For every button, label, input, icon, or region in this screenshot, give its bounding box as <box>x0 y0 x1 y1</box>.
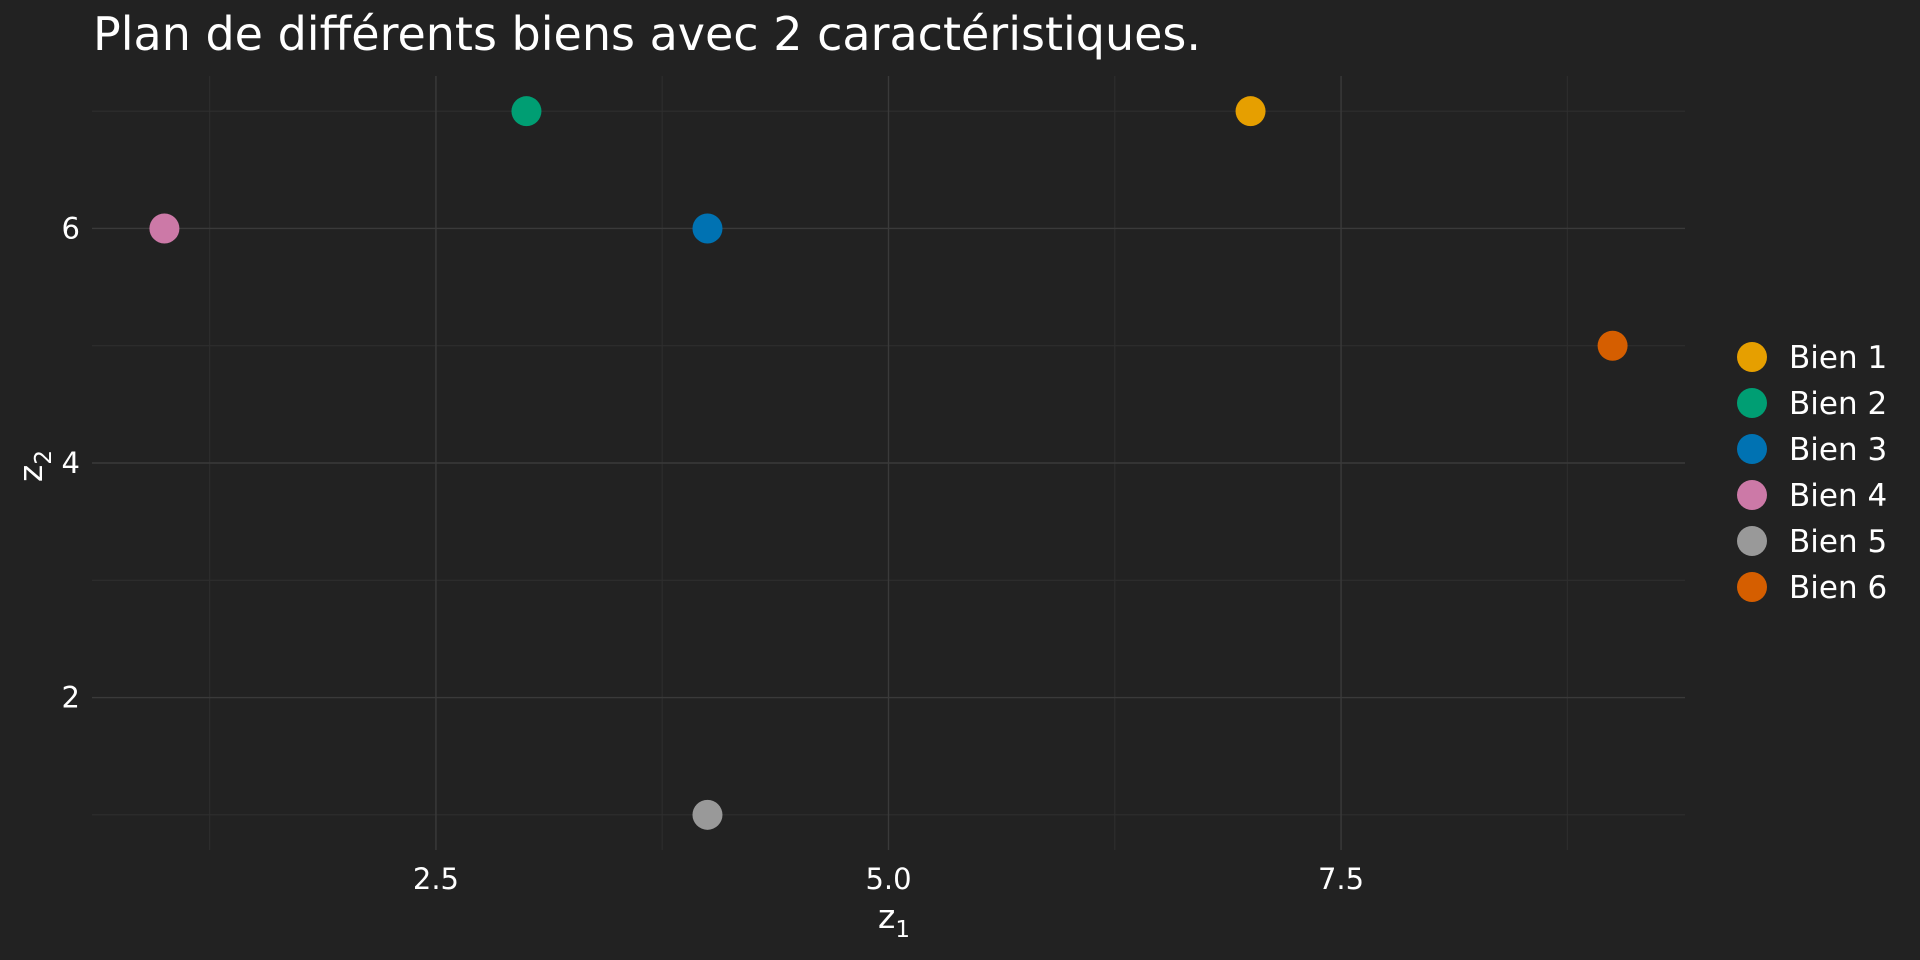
legend: Bien 1 Bien 2 Bien 3 Bien 4 Bien 5 Bien 6 <box>1737 340 1887 606</box>
legend-item: Bien 2 <box>1737 386 1887 422</box>
legend-label: Bien 6 <box>1789 570 1887 606</box>
x-axis-ticks: 2.5 5.0 7.5 <box>413 862 1364 896</box>
data-point-3 <box>692 213 723 244</box>
x-tick-label: 2.5 <box>413 862 459 896</box>
x-axis-label: z1 <box>878 897 910 943</box>
legend-label: Bien 4 <box>1789 478 1887 514</box>
y-tick-label: 2 <box>62 681 80 715</box>
legend-item: Bien 4 <box>1737 478 1887 514</box>
data-points <box>149 96 1628 830</box>
data-point-2 <box>511 96 542 127</box>
data-point-6 <box>1597 330 1628 361</box>
legend-item: Bien 6 <box>1737 570 1887 606</box>
legend-item: Bien 1 <box>1737 340 1887 376</box>
x-axis-label-subscript: 1 <box>895 917 910 943</box>
data-point-5 <box>692 799 723 830</box>
grid <box>92 76 1685 850</box>
legend-item: Bien 3 <box>1737 432 1887 468</box>
y-tick-label: 4 <box>62 446 80 480</box>
legend-item: Bien 5 <box>1737 524 1887 560</box>
legend-label: Bien 2 <box>1789 386 1887 422</box>
y-axis-label: z2 <box>11 450 57 482</box>
data-point-1 <box>1235 96 1266 127</box>
legend-key-3 <box>1737 434 1767 464</box>
y-axis-label-base: z <box>11 465 50 482</box>
chart-title: Plan de différents biens avec 2 caractér… <box>93 7 1201 61</box>
legend-label: Bien 5 <box>1789 524 1887 560</box>
y-axis-ticks: 2 4 6 <box>62 211 80 714</box>
legend-key-1 <box>1737 342 1767 372</box>
legend-label: Bien 1 <box>1789 340 1887 376</box>
legend-key-4 <box>1737 480 1767 510</box>
legend-label: Bien 3 <box>1789 432 1887 468</box>
legend-key-5 <box>1737 526 1767 556</box>
data-point-4 <box>149 213 180 244</box>
y-tick-label: 6 <box>62 211 80 245</box>
legend-key-2 <box>1737 388 1767 418</box>
legend-key-6 <box>1737 572 1767 602</box>
x-tick-label: 5.0 <box>865 862 911 896</box>
y-axis-label-subscript: 2 <box>31 450 57 465</box>
x-tick-label: 7.5 <box>1318 862 1364 896</box>
x-axis-label-base: z <box>878 897 895 936</box>
